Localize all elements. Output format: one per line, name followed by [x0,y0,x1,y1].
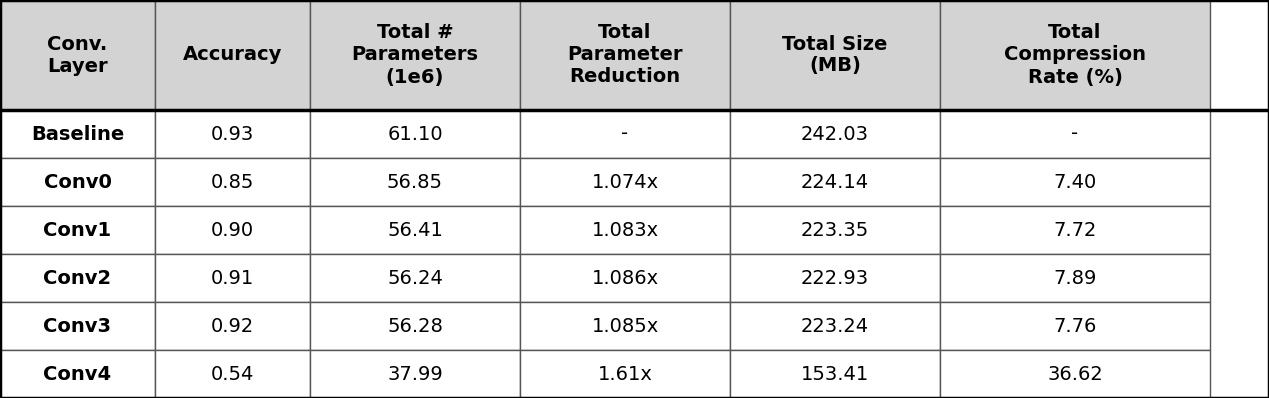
Bar [155,302,310,350]
Text: 56.41: 56.41 [387,220,443,240]
Bar [520,0,730,110]
Text: Conv1: Conv1 [43,220,112,240]
Bar [520,206,730,254]
Bar [940,254,1211,302]
Bar [155,254,310,302]
Text: Conv0: Conv0 [43,172,112,191]
Text: Total
Parameter
Reduction: Total Parameter Reduction [567,23,683,86]
Text: Total
Compression
Rate (%): Total Compression Rate (%) [1004,23,1146,86]
Text: 0.54: 0.54 [211,365,254,384]
Text: 0.92: 0.92 [211,316,254,336]
Bar [520,110,730,158]
Bar [0,206,155,254]
Text: Total Size
(MB): Total Size (MB) [782,35,888,76]
Text: 37.99: 37.99 [387,365,443,384]
Text: Total #
Parameters
(1e6): Total # Parameters (1e6) [352,23,478,86]
Text: 223.35: 223.35 [801,220,869,240]
Text: 1.086x: 1.086x [591,269,659,287]
Text: -: - [622,125,628,144]
Text: 0.85: 0.85 [211,172,254,191]
Text: 224.14: 224.14 [801,172,869,191]
Text: Conv2: Conv2 [43,269,112,287]
Bar [0,0,155,110]
Text: 7.89: 7.89 [1053,269,1096,287]
Bar [730,350,940,398]
Bar [310,110,520,158]
Bar [310,158,520,206]
Bar [730,302,940,350]
Bar [520,302,730,350]
Text: 1.61x: 1.61x [598,365,652,384]
Bar [730,158,940,206]
Text: 223.24: 223.24 [801,316,869,336]
Text: 36.62: 36.62 [1047,365,1103,384]
Bar [155,110,310,158]
Bar [310,206,520,254]
Bar [940,0,1211,110]
Text: 1.074x: 1.074x [591,172,659,191]
Bar [940,350,1211,398]
Bar [155,350,310,398]
Text: 0.93: 0.93 [211,125,254,144]
Bar [730,254,940,302]
Text: 153.41: 153.41 [801,365,869,384]
Text: 56.85: 56.85 [387,172,443,191]
Text: 1.083x: 1.083x [591,220,659,240]
Bar [310,0,520,110]
Text: 7.72: 7.72 [1053,220,1096,240]
Text: 1.085x: 1.085x [591,316,659,336]
Bar [310,254,520,302]
Bar [155,0,310,110]
Bar [520,254,730,302]
Bar [0,254,155,302]
Text: Conv4: Conv4 [43,365,112,384]
Text: 61.10: 61.10 [387,125,443,144]
Bar [155,158,310,206]
Text: 0.91: 0.91 [211,269,254,287]
Text: Conv.
Layer: Conv. Layer [47,35,108,76]
Text: Baseline: Baseline [30,125,124,144]
Text: Conv3: Conv3 [43,316,112,336]
Text: 7.40: 7.40 [1053,172,1096,191]
Text: 242.03: 242.03 [801,125,869,144]
Bar [0,110,155,158]
Bar [520,350,730,398]
Text: Accuracy: Accuracy [183,45,282,64]
Bar [520,158,730,206]
Text: 0.90: 0.90 [211,220,254,240]
Text: 56.24: 56.24 [387,269,443,287]
Bar [730,110,940,158]
Bar [940,158,1211,206]
Text: 222.93: 222.93 [801,269,869,287]
Text: 56.28: 56.28 [387,316,443,336]
Text: -: - [1071,125,1079,144]
Bar [0,158,155,206]
Bar [0,302,155,350]
Bar [310,350,520,398]
Bar [940,206,1211,254]
Bar [155,206,310,254]
Text: 7.76: 7.76 [1053,316,1096,336]
Bar [940,110,1211,158]
Bar [940,302,1211,350]
Bar [730,0,940,110]
Bar [730,206,940,254]
Bar [310,302,520,350]
Bar [0,350,155,398]
